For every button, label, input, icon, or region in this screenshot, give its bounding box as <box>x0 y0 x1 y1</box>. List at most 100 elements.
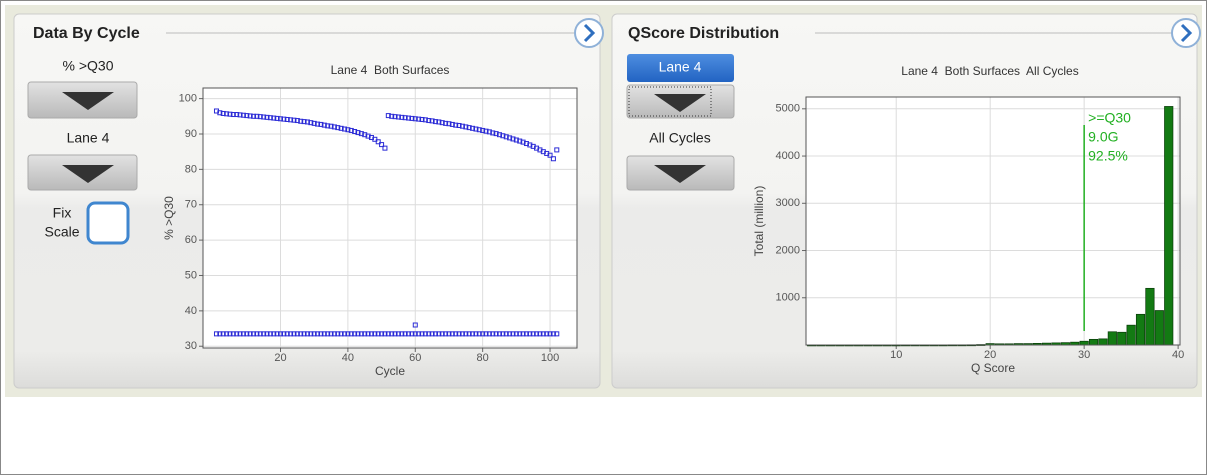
point <box>308 120 314 126</box>
point <box>335 125 341 131</box>
point <box>213 331 219 337</box>
dropdown[interactable] <box>626 155 735 191</box>
y-tick-label: 40 <box>185 305 197 317</box>
point <box>513 331 519 337</box>
point <box>244 331 250 337</box>
point <box>527 142 533 148</box>
point <box>365 133 371 139</box>
point <box>416 116 422 122</box>
point <box>328 331 334 337</box>
plot-area <box>806 97 1180 345</box>
point <box>406 331 412 337</box>
point <box>432 331 438 337</box>
point <box>436 331 442 337</box>
point <box>412 116 418 122</box>
point <box>456 331 462 337</box>
point <box>402 115 408 121</box>
point <box>419 116 425 122</box>
point <box>473 331 479 337</box>
point <box>311 120 317 126</box>
point <box>331 331 337 337</box>
point <box>439 331 445 337</box>
annotation: >=Q30 <box>1088 110 1131 126</box>
point <box>294 118 300 124</box>
point <box>224 331 230 337</box>
point <box>355 331 361 337</box>
point <box>240 112 246 118</box>
dropdown[interactable] <box>27 81 138 119</box>
point <box>342 126 348 132</box>
bar <box>1079 340 1089 346</box>
point <box>271 115 277 121</box>
point <box>321 122 327 128</box>
point <box>291 331 297 337</box>
point <box>463 124 469 130</box>
lane-button[interactable] <box>627 54 734 82</box>
point <box>395 331 401 337</box>
point <box>227 111 233 117</box>
point <box>382 145 388 151</box>
x-tick-label: 30 <box>1078 349 1090 361</box>
plot-area <box>203 88 577 348</box>
expand-button[interactable] <box>1171 18 1201 48</box>
point <box>439 120 445 126</box>
point <box>483 128 489 134</box>
bar <box>1117 331 1127 346</box>
point <box>520 139 526 145</box>
point <box>416 331 422 337</box>
bar <box>1126 324 1136 346</box>
panel-title: QScore Distribution <box>628 25 779 42</box>
y-tick-label: 70 <box>185 199 197 211</box>
point <box>500 133 506 139</box>
control-label: All Cycles <box>649 130 710 146</box>
point <box>264 114 270 120</box>
annotation: 9.0G <box>1088 129 1118 145</box>
chart-title: Lane 4 Both Surfaces All Cycles <box>901 64 1078 78</box>
point <box>503 134 509 140</box>
point <box>254 331 260 337</box>
point <box>261 331 267 337</box>
checkbox[interactable] <box>86 201 130 245</box>
point <box>352 331 358 337</box>
y-tick-label: 30 <box>185 340 197 352</box>
point <box>419 331 425 337</box>
point <box>281 331 287 337</box>
point <box>510 331 516 337</box>
point <box>507 331 513 337</box>
dropdown[interactable] <box>626 84 735 119</box>
point <box>257 114 263 120</box>
point <box>534 331 540 337</box>
dropdown[interactable] <box>27 154 138 191</box>
y-tick-label: 60 <box>185 234 197 246</box>
point <box>412 331 418 337</box>
point <box>237 331 243 337</box>
bar <box>1164 106 1174 346</box>
point <box>298 331 304 337</box>
y-tick-label: 3000 <box>776 197 800 209</box>
point <box>426 331 432 337</box>
point <box>470 331 476 337</box>
y-tick-label: 50 <box>185 269 197 281</box>
point <box>247 113 253 119</box>
x-axis-label: Cycle <box>375 364 405 378</box>
point <box>220 110 226 116</box>
expand-button[interactable] <box>574 18 604 48</box>
point <box>385 331 391 337</box>
point <box>500 331 506 337</box>
point <box>459 123 465 129</box>
point <box>271 331 277 337</box>
point <box>237 112 243 118</box>
point <box>523 331 529 337</box>
point <box>409 115 415 121</box>
point <box>392 331 398 337</box>
bar <box>1088 338 1099 346</box>
point <box>254 113 260 119</box>
point <box>382 331 388 337</box>
point <box>449 121 455 127</box>
point <box>244 113 250 119</box>
point <box>412 322 418 328</box>
y-tick-label: 4000 <box>776 150 800 162</box>
point <box>436 119 442 125</box>
point <box>540 331 546 337</box>
point <box>331 124 337 130</box>
